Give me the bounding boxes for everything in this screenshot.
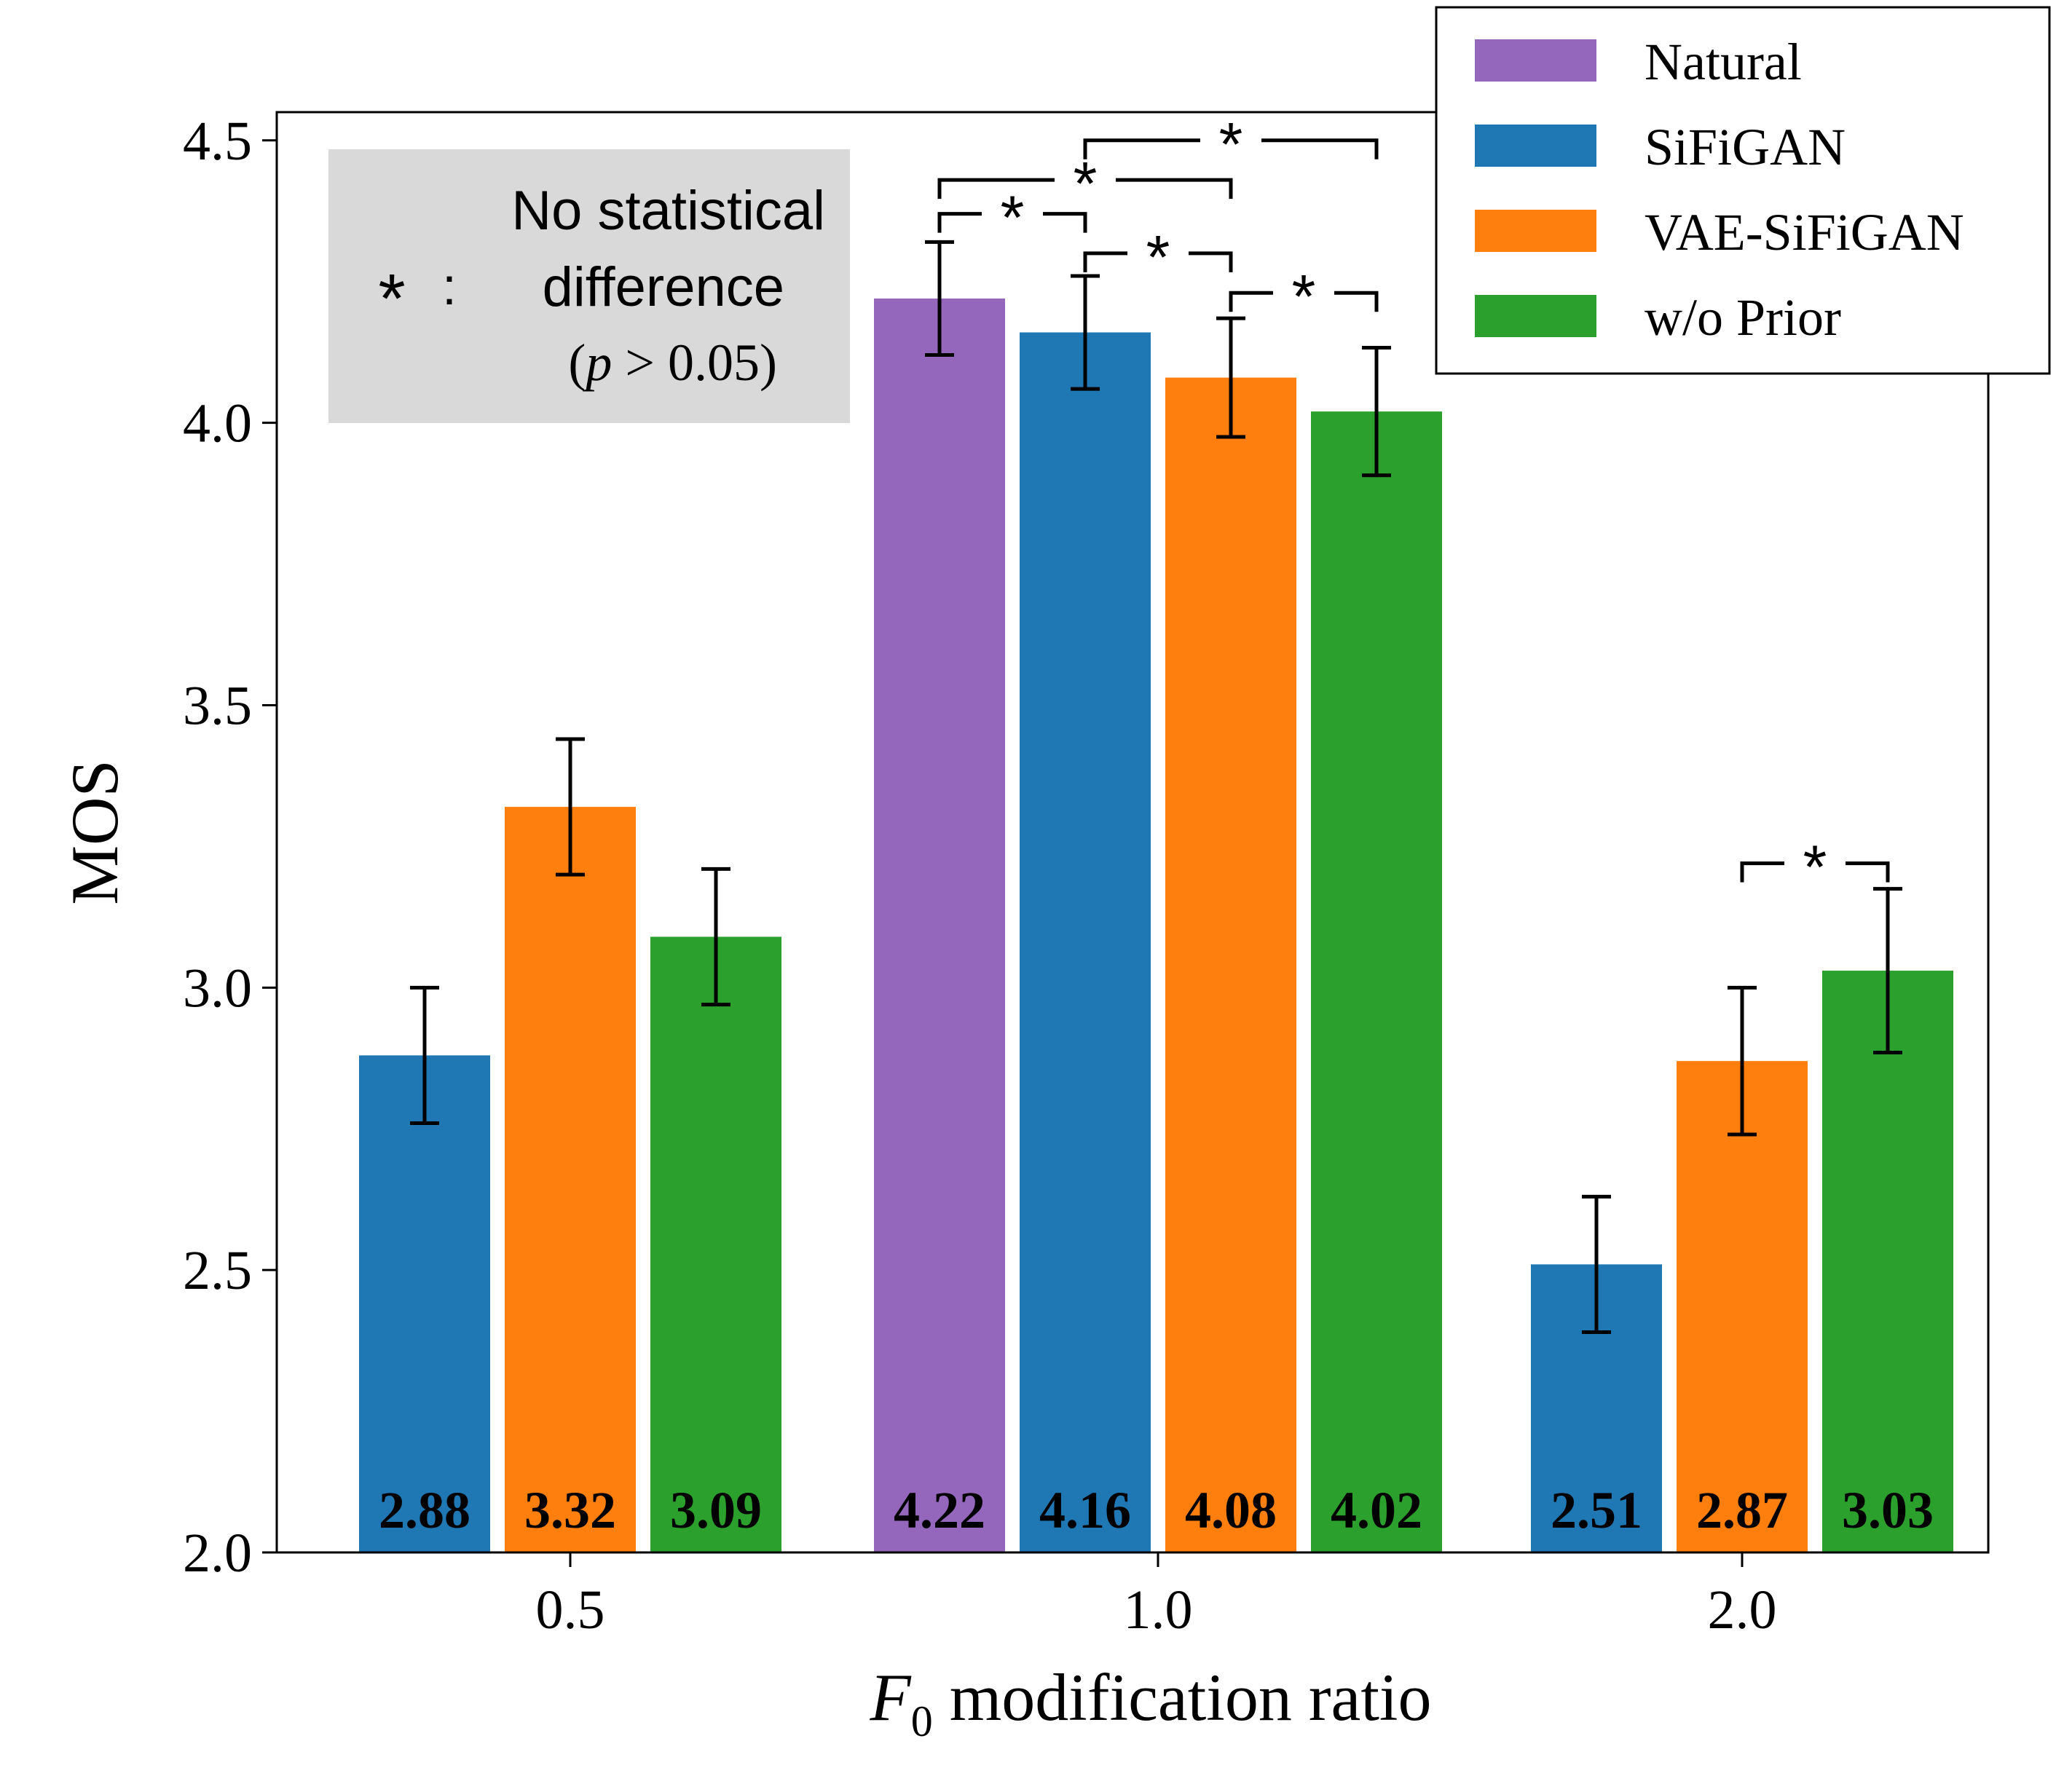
- bar-w-o-prior-0: [650, 936, 781, 1552]
- y-tick-label: 3.0: [183, 958, 252, 1019]
- bar-value-label: 3.32: [524, 1481, 616, 1539]
- x-axis: 0.5 1.0 2.0: [536, 1552, 1777, 1641]
- significance-mark: *: [1001, 183, 1025, 252]
- bar-w-o-prior-2: [1822, 971, 1953, 1552]
- bars-layer: [359, 298, 1953, 1553]
- bar-natural-1: [874, 298, 1005, 1553]
- bar-sifigan-0: [359, 1055, 490, 1552]
- annotation-line-3-var: p: [582, 333, 612, 392]
- significance-bracket: [1083, 138, 1379, 159]
- annotation-box: No statistical difference * : (p > 0.05): [328, 149, 850, 423]
- y-tick-label: 2.5: [183, 1240, 252, 1301]
- bar-vae-sifigan-0: [505, 807, 636, 1552]
- legend-swatch-w-o-prior: [1475, 295, 1596, 337]
- annotation-line-2: difference: [543, 256, 784, 318]
- bar-value-label: 2.87: [1696, 1481, 1788, 1539]
- bar-value-label: 4.08: [1185, 1481, 1277, 1539]
- significance-mark: *: [1803, 833, 1827, 901]
- annotation-background: [328, 149, 850, 423]
- legend-label-vae-sifigan: VAE-SiFiGAN: [1645, 203, 1964, 261]
- y-axis-label: MOS: [58, 759, 132, 904]
- legend-swatch-sifigan: [1475, 125, 1596, 167]
- significance-mark: *: [1219, 110, 1243, 178]
- annotation-symbol: *: [378, 260, 405, 338]
- y-tick-label: 4.5: [183, 111, 252, 172]
- annotation-line-3-open: (: [568, 333, 586, 392]
- legend-swatch-natural: [1475, 39, 1596, 82]
- bar-value-label: 4.22: [894, 1481, 985, 1539]
- x-tick-label: 1.0: [1124, 1579, 1193, 1641]
- significance-bracket: [1229, 291, 1379, 312]
- legend-swatch-vae-sifigan: [1475, 210, 1596, 252]
- bar-vae-sifigan-2: [1677, 1061, 1808, 1552]
- error-bars-layer: [410, 240, 1902, 1334]
- significance-bracket: [1083, 251, 1233, 272]
- annotation-colon: :: [442, 258, 457, 316]
- y-tick-label: 3.5: [183, 675, 252, 736]
- significance-mark: *: [1146, 223, 1170, 291]
- significance-mark: *: [1074, 149, 1098, 218]
- y-tick-label: 2.0: [183, 1523, 252, 1584]
- x-axis-label: F0 modification ratio: [870, 1660, 1432, 1745]
- bar-w-o-prior-1: [1311, 411, 1442, 1552]
- significance-bracket: [1740, 861, 1890, 883]
- legend-label-sifigan: SiFiGAN: [1645, 118, 1846, 176]
- significance-brackets-layer: * * * * * *: [937, 110, 1890, 901]
- bar-value-label: 4.02: [1331, 1481, 1422, 1539]
- bar-value-label: 4.16: [1039, 1481, 1131, 1539]
- significance-bracket: [937, 212, 1087, 233]
- bar-sifigan-1: [1020, 332, 1151, 1553]
- x-tick-label: 2.0: [1708, 1579, 1777, 1641]
- value-labels-layer: 4.22 2.88 4.16 2.51 3.32 4.08 2.87 3.09 4.02 3.03: [379, 1481, 1934, 1539]
- bar-vae-sifigan-1: [1165, 377, 1296, 1553]
- annotation-line-1: No statistical: [511, 180, 825, 242]
- bar-value-label: 2.51: [1551, 1481, 1642, 1539]
- y-axis: 2.0 2.5 3.0 3.5 4.0 4.5: [183, 111, 277, 1584]
- significance-mark: *: [1292, 262, 1316, 331]
- plot-frame: [275, 111, 1990, 1554]
- legend: Natural SiFiGAN VAE-SiFiGAN w/o Prior: [1435, 6, 2051, 375]
- bar-value-label: 3.03: [1842, 1481, 1934, 1539]
- y-tick-label: 4.0: [183, 393, 252, 454]
- annotation-line-3: (p > 0.05): [568, 333, 777, 392]
- bar-value-label: 2.88: [379, 1481, 470, 1539]
- x-axis-label-symbol: F: [870, 1660, 912, 1734]
- bar-value-label: 3.09: [670, 1481, 762, 1539]
- x-tick-label: 0.5: [536, 1579, 605, 1641]
- legend-label-natural: Natural: [1645, 33, 1802, 91]
- annotation-line-3-rest: > 0.05): [612, 333, 777, 392]
- legend-label-w-o-prior: w/o Prior: [1645, 288, 1841, 347]
- x-axis-label-subscript: 0: [911, 1697, 933, 1745]
- x-axis-label-text: modification ratio: [933, 1660, 1432, 1734]
- significance-bracket: [937, 178, 1233, 200]
